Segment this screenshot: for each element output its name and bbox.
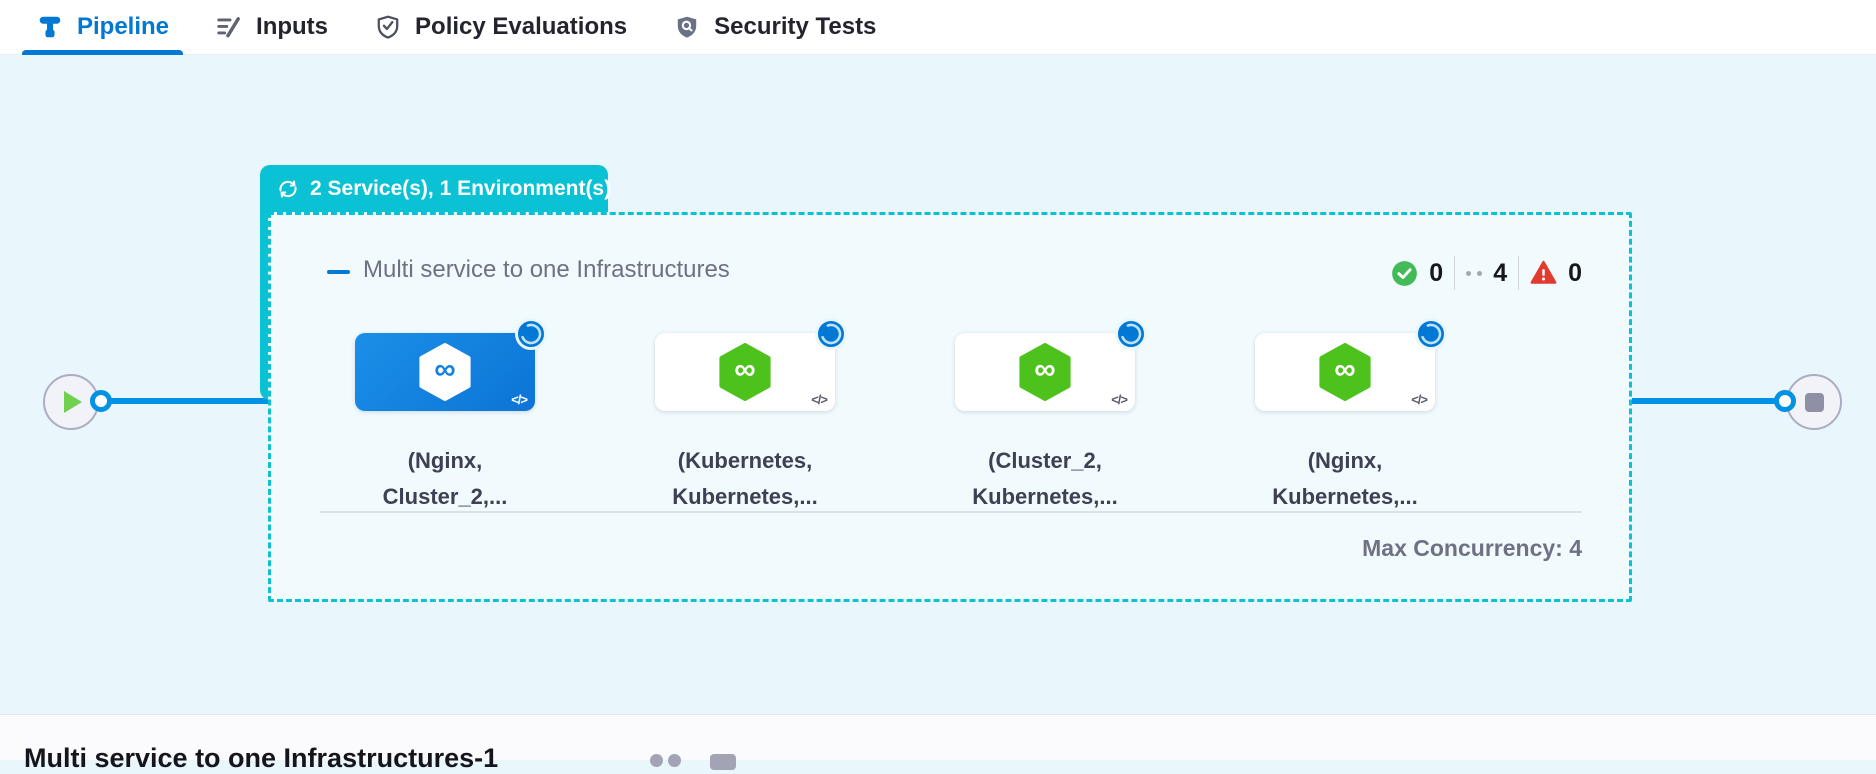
service-node[interactable]: ∞ </> (Nginx, Kubernetes,... — [1255, 318, 1447, 509]
edge-connector-start — [90, 390, 112, 412]
tab-label: Security Tests — [714, 13, 877, 40]
pending-status-icon — [1466, 270, 1483, 276]
infinity-glyph: ∞ — [434, 353, 456, 386]
success-count: 0 — [1429, 258, 1444, 287]
failed-count: 0 — [1568, 258, 1582, 287]
service-label: (Nginx, Kubernetes,... — [1272, 448, 1418, 509]
running-spinner-icon — [1115, 318, 1147, 355]
execution-tab-bar: Pipeline Inputs Policy Evaluations — [0, 0, 1876, 55]
infinity-glyph: ∞ — [1034, 353, 1056, 386]
tab-label: Policy Evaluations — [415, 13, 628, 40]
service-label: (Cluster_2, Kubernetes,... — [972, 448, 1118, 509]
tab-policy-evaluations[interactable]: Policy Evaluations — [360, 0, 641, 55]
tab-inputs[interactable]: Inputs — [201, 0, 342, 55]
harness-service-icon: ∞ — [1317, 343, 1373, 401]
stage-details-header: Multi service to one Infrastructures-1 — [0, 714, 1876, 773]
tab-label: Inputs — [256, 13, 329, 40]
running-spinner-icon — [815, 318, 847, 355]
code-icon: </> — [811, 392, 828, 407]
infinity-glyph: ∞ — [1334, 353, 1356, 386]
stop-icon — [1804, 392, 1824, 412]
count-divider — [1518, 256, 1520, 290]
running-spinner-icon — [1415, 318, 1447, 355]
pipeline-icon — [36, 13, 64, 41]
loop-icon — [276, 177, 300, 201]
stage-group-badge-label: 2 Service(s), 1 Environment(s) — [310, 176, 612, 200]
play-icon — [64, 391, 82, 413]
harness-service-icon: ∞ — [717, 343, 773, 401]
edge-stage-to-end — [1632, 398, 1786, 404]
stage-group-box[interactable]: Multi service to one Infrastructures 0 4 — [268, 212, 1632, 602]
service-label: (Nginx, Cluster_2,... — [382, 448, 508, 509]
code-icon: </> — [1411, 392, 1428, 407]
tab-pipeline[interactable]: Pipeline — [22, 0, 184, 55]
code-icon: </> — [1111, 392, 1128, 407]
failed-status-icon — [1530, 260, 1557, 287]
service-node[interactable]: ∞ </> (Cluster_2, Kubernetes,... — [955, 318, 1147, 509]
success-status-icon — [1391, 260, 1418, 287]
service-card[interactable]: ∞ </> — [655, 318, 847, 411]
infinity-glyph: ∞ — [734, 353, 756, 386]
pipeline-start-node[interactable] — [43, 374, 99, 430]
policy-evaluations-icon — [374, 13, 402, 41]
harness-service-icon: ∞ — [417, 343, 473, 401]
stage-group-title: Multi service to one Infrastructures — [363, 256, 730, 283]
stage-details-title: Multi service to one Infrastructures-1 — [24, 743, 499, 773]
service-node[interactable]: ∞ </> (Nginx, Cluster_2,... — [355, 318, 547, 509]
service-node[interactable]: ∞ </> (Kubernetes, Kubernetes,... — [655, 318, 847, 509]
stage-box-divider — [320, 511, 1582, 513]
edge-connector-end — [1774, 390, 1796, 412]
tab-label: Pipeline — [77, 13, 170, 40]
service-card[interactable]: ∞ </> — [955, 318, 1147, 411]
edge-start-to-stage — [100, 398, 268, 404]
tab-security-tests[interactable]: Security Tests — [659, 0, 890, 55]
running-spinner-icon — [515, 318, 547, 355]
inputs-icon — [215, 13, 243, 41]
stage-group-badge: 2 Service(s), 1 Environment(s) — [260, 165, 612, 212]
stage-status-mini-icon[interactable] — [650, 754, 681, 767]
service-label: (Kubernetes, Kubernetes,... — [672, 448, 818, 509]
stage-details-button-icon[interactable] — [710, 754, 736, 770]
service-card-selected[interactable]: ∞ </> — [355, 318, 547, 411]
count-divider — [1454, 256, 1456, 290]
max-concurrency-label: Max Concurrency: 4 — [1362, 535, 1582, 561]
collapse-minus-icon[interactable] — [327, 270, 350, 274]
harness-service-icon: ∞ — [1017, 343, 1073, 401]
pending-count: 4 — [1493, 258, 1508, 287]
stage-status-counts: 0 4 0 — [1391, 256, 1582, 290]
security-tests-icon — [673, 13, 701, 41]
service-card[interactable]: ∞ </> — [1255, 318, 1447, 411]
code-icon: </> — [511, 392, 528, 407]
pipeline-canvas: Multi service to one Infrastructures 0 4 — [0, 56, 1876, 714]
